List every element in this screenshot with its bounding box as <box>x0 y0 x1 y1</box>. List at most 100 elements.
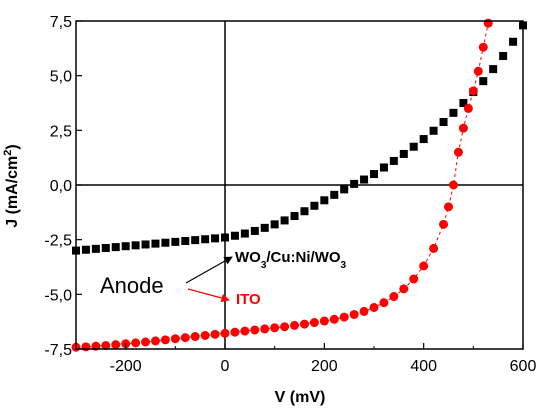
data-point <box>439 118 448 127</box>
data-point <box>349 309 359 319</box>
data-point <box>121 242 130 251</box>
y-tick-label: 2,5 <box>50 123 72 140</box>
data-point <box>429 126 438 135</box>
data-point <box>270 323 280 333</box>
data-point <box>320 196 329 205</box>
data-point <box>230 231 239 240</box>
data-point <box>299 319 309 329</box>
x-axis-ticks: -200 0 200 400 600 <box>75 343 537 375</box>
data-point <box>270 220 279 229</box>
data-point <box>419 261 429 271</box>
data-point <box>131 241 140 250</box>
data-point <box>489 65 498 74</box>
x-tick-label: -200 <box>110 358 142 375</box>
data-point <box>240 326 250 336</box>
data-point <box>161 238 170 247</box>
data-point <box>369 302 379 312</box>
data-point <box>190 332 200 342</box>
data-point <box>340 185 349 194</box>
data-point <box>150 336 160 346</box>
data-point <box>180 333 190 343</box>
data-point <box>101 243 110 252</box>
x-tick-label: 600 <box>510 358 537 375</box>
data-point <box>290 320 300 330</box>
data-point <box>171 237 180 246</box>
data-point <box>409 274 419 284</box>
data-point <box>181 236 190 245</box>
data-point <box>240 229 249 238</box>
annotation-wo3-label: WO3/Cu:Ni/WO3 <box>235 249 347 271</box>
data-point <box>350 179 359 188</box>
data-point <box>81 245 90 254</box>
data-point <box>379 163 388 172</box>
data-point <box>91 244 100 253</box>
y-axis-title: J (mA/cm2) <box>2 144 21 227</box>
data-point <box>131 338 141 348</box>
data-point <box>444 202 453 212</box>
data-point <box>359 306 369 316</box>
x-tick-label: 400 <box>410 358 437 375</box>
data-point <box>339 312 349 322</box>
data-point <box>151 239 160 248</box>
x-axis-title: V (mV) <box>275 389 326 406</box>
x-tick-label: 0 <box>221 358 230 375</box>
data-point <box>170 334 180 344</box>
data-point <box>459 99 468 107</box>
data-point <box>463 103 473 113</box>
data-point <box>448 180 458 190</box>
data-point <box>211 234 220 243</box>
data-point <box>439 219 449 229</box>
annotation-arrow-black <box>185 256 233 284</box>
data-point <box>250 325 260 335</box>
data-point <box>360 175 369 184</box>
data-point <box>478 42 488 52</box>
data-point <box>449 108 458 117</box>
data-point <box>260 324 270 334</box>
data-point <box>499 51 508 60</box>
series-wo3-cu-ni-wo3 <box>72 21 527 255</box>
data-point <box>453 147 463 157</box>
data-point <box>280 216 289 225</box>
y-tick-label: -7,5 <box>44 342 72 359</box>
data-point <box>458 123 468 133</box>
y-tick-label: 5,0 <box>50 69 72 86</box>
data-point <box>111 243 120 252</box>
data-point <box>468 86 478 96</box>
data-point <box>409 142 418 151</box>
data-point <box>141 240 150 249</box>
data-point <box>473 66 483 76</box>
data-point <box>280 322 290 332</box>
data-point <box>370 170 378 179</box>
data-point <box>230 327 240 337</box>
y-tick-label: 7,5 <box>50 14 72 31</box>
data-point <box>483 18 493 28</box>
data-point <box>160 335 170 345</box>
data-point <box>220 328 230 338</box>
data-point <box>399 149 408 158</box>
annotation-ito-label: ITO <box>236 291 261 308</box>
data-point <box>111 340 121 350</box>
data-point <box>191 236 200 245</box>
data-point <box>330 190 339 199</box>
data-point <box>250 226 259 235</box>
data-point <box>81 342 91 352</box>
data-point <box>310 201 319 210</box>
data-point <box>290 212 299 221</box>
data-point <box>399 284 409 294</box>
data-point <box>200 330 210 340</box>
data-point <box>210 329 220 339</box>
data-point <box>201 235 210 244</box>
y-tick-label: 0,0 <box>50 178 72 195</box>
data-point <box>141 337 151 347</box>
data-point <box>419 135 428 144</box>
data-point <box>309 318 319 328</box>
y-tick-label: -2,5 <box>44 233 72 250</box>
data-point <box>101 341 111 351</box>
data-point <box>389 156 398 165</box>
annotation-arrow-red <box>187 288 230 303</box>
data-point <box>479 77 488 86</box>
data-point <box>300 207 309 216</box>
data-point <box>221 233 229 242</box>
data-point <box>329 314 339 324</box>
